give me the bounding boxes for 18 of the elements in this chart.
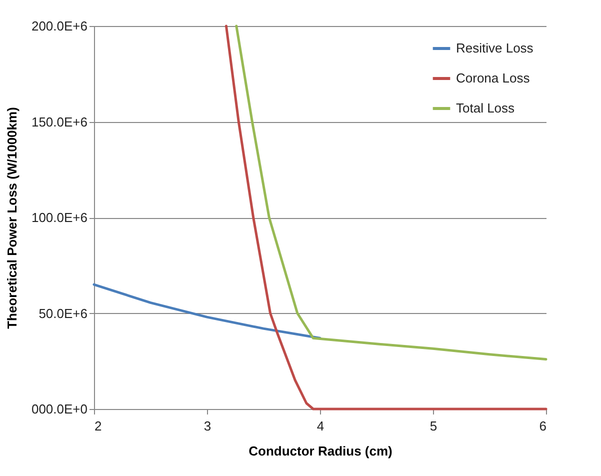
legend-label: Total Loss [456, 100, 516, 116]
line-series [92, 283, 322, 340]
x-tick-label: 3 [204, 418, 212, 434]
y-tick-label: 100.0E+6 [31, 210, 88, 225]
x-tick-label: 4 [316, 418, 324, 434]
y-axis-title: Theoretical Power Loss (W/1000km) [4, 107, 20, 329]
x-tick-label: 5 [430, 418, 438, 434]
legend-label: Corona Loss [456, 70, 530, 86]
y-tick-label: 200.0E+6 [31, 18, 88, 34]
legend-label: Resitive Loss [456, 40, 534, 56]
x-tick-label: 6 [539, 418, 546, 434]
y-tick-label: 150.0E+6 [31, 114, 88, 130]
y-tick-label: 50.0E+6 [38, 306, 88, 321]
x-axis-title: Conductor Radius (cm) [248, 444, 392, 458]
y-tick-label: 000.0E+0 [31, 402, 88, 416]
line-series [235, 24, 548, 360]
x-tick-label: 2 [94, 418, 102, 434]
line-series [224, 24, 548, 410]
